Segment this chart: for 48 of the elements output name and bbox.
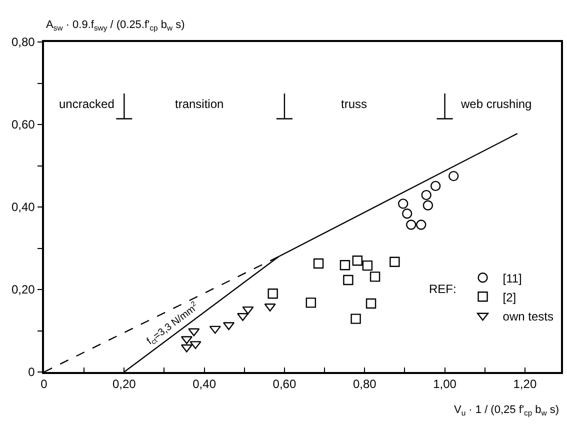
point bbox=[352, 256, 363, 266]
point bbox=[180, 336, 192, 344]
x-tick-label: 0,40 bbox=[192, 377, 216, 392]
point bbox=[306, 298, 316, 308]
x-tick-label: 0,60 bbox=[272, 377, 296, 392]
y-tick-label: 0,80 bbox=[11, 35, 36, 50]
y-tick-label: 0 bbox=[28, 365, 36, 380]
point bbox=[402, 208, 412, 219]
point bbox=[448, 170, 459, 182]
point bbox=[242, 306, 254, 314]
x-axis-title: V$_{u}$ · 1 / (0,25 f'$_{cp}$ b$_{w}$ s) bbox=[454, 404, 560, 418]
point bbox=[209, 326, 221, 334]
point bbox=[190, 341, 202, 350]
annotation: uncracked bbox=[59, 97, 114, 111]
point bbox=[268, 288, 278, 299]
legend-label: own tests bbox=[502, 309, 554, 324]
annotation: web crushing bbox=[460, 97, 532, 111]
point bbox=[406, 220, 416, 230]
x-tick-label: 0,80 bbox=[352, 377, 377, 392]
point bbox=[343, 274, 354, 286]
point bbox=[390, 256, 400, 267]
annotation: transition bbox=[175, 97, 224, 111]
point bbox=[430, 180, 441, 192]
y-tick-label: 0,60 bbox=[11, 118, 36, 132]
x-tick-label: 1,20 bbox=[513, 377, 537, 392]
annotation: REF: bbox=[429, 282, 456, 296]
legend-label: [2] bbox=[502, 290, 516, 304]
point bbox=[340, 260, 350, 270]
point bbox=[188, 328, 200, 336]
point bbox=[264, 304, 276, 312]
point bbox=[370, 272, 380, 282]
y-tick-label: 0,40 bbox=[11, 200, 36, 214]
point bbox=[422, 200, 434, 210]
x-tick-label: 0,20 bbox=[112, 377, 136, 392]
point bbox=[366, 298, 376, 309]
x-tick-label: 1,00 bbox=[433, 377, 457, 392]
point bbox=[350, 314, 361, 324]
point bbox=[416, 220, 426, 230]
point bbox=[362, 260, 373, 271]
y-tick-label: 0,20 bbox=[11, 282, 36, 297]
text: A$_{sw}$ · 0.9.f$_{swy}$ / (0.25.f'$_{cp}$ b$_{w}$ s) bbox=[46, 19, 185, 32]
point bbox=[421, 190, 432, 200]
point bbox=[313, 258, 324, 269]
x-tick-label: 0 bbox=[40, 377, 48, 392]
point bbox=[398, 198, 408, 209]
point bbox=[180, 344, 192, 352]
annotation: truss bbox=[341, 97, 368, 111]
legend-label: [11] bbox=[502, 271, 522, 286]
